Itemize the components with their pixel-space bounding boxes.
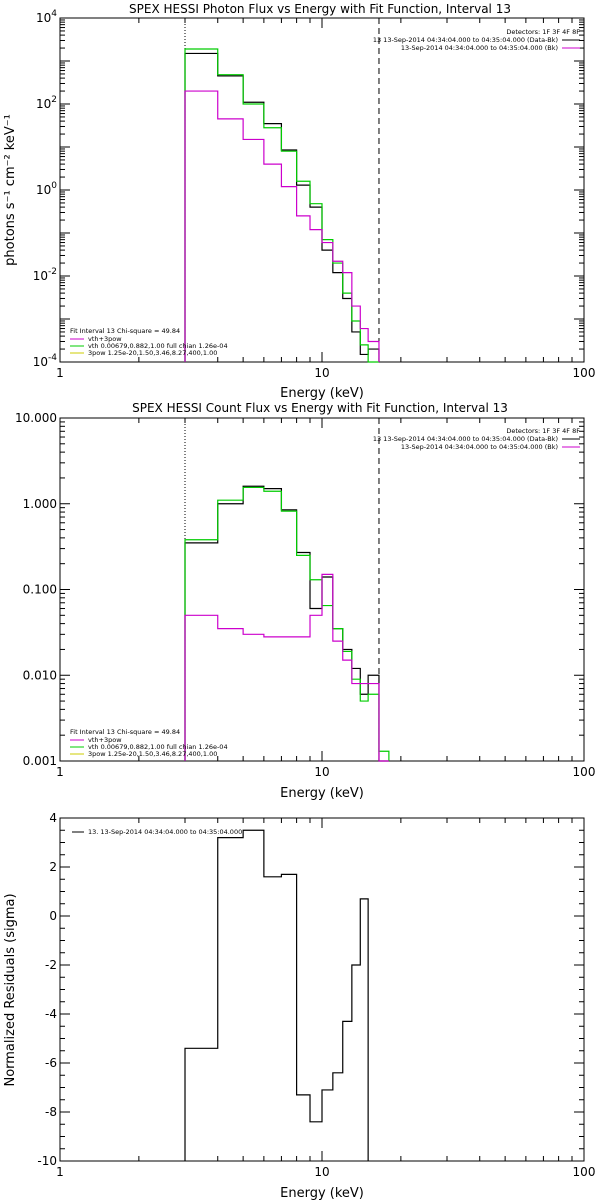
count-legend-entry-bk: 13-Sep-2014 04:34:04.000 to 04:35:04.000… xyxy=(401,443,558,451)
y-tick-label: -4 xyxy=(45,1007,57,1021)
residuals-legend-entry: 13. 13-Sep-2014 04:34:04.000 to 04:35:04… xyxy=(88,828,242,836)
photon-legend-entry-data: 13 13-Sep-2014 04:34:04.000 to 04:35:04.… xyxy=(373,36,558,44)
count-legend-bottomleft: Fit Interval 13 Chi-square = 49.84 vth+3… xyxy=(70,728,228,758)
green-series-line xyxy=(184,48,379,363)
photon-legend-entry-bk: 13-Sep-2014 04:34:04.000 to 04:35:04.000… xyxy=(401,44,558,52)
photon-fit-entry-3pow: 3pow 1.25e-20,1.50,3.46,8.27,400,1.00 xyxy=(88,349,217,357)
photon-legend-header: Detectors: 1F 3F 4F 8F xyxy=(506,28,580,36)
photon-series xyxy=(184,48,380,363)
photon-flux-panel: SPEX HESSI Photon Flux vs Energy with Fi… xyxy=(3,2,595,401)
y-tick-label: 10-4 xyxy=(33,353,58,369)
photon-fit-header: Fit Interval 13 Chi-square = 49.84 xyxy=(70,327,180,335)
x-tick-label: 1 xyxy=(56,765,64,779)
y-tick-label: 2 xyxy=(49,860,57,874)
count-fit-entry-vth: vth 0.00679,0.882,1.00 full chian 1.26e-… xyxy=(88,743,228,751)
y-tick-label: 1.000 xyxy=(23,497,57,511)
residuals-x-axis-label: Energy (keV) xyxy=(280,1186,364,1200)
count-legend-topright: Detectors: 1F 3F 4F 8F 13 13-Sep-2014 04… xyxy=(373,427,580,451)
count-x-axis-label: Energy (keV) xyxy=(280,786,364,801)
magenta-series-line xyxy=(184,90,380,362)
residuals-series xyxy=(184,829,369,1161)
count-fit-header: Fit Interval 13 Chi-square = 49.84 xyxy=(70,728,180,736)
count-flux-panel: SPEX HESSI Count Flux vs Energy with Fit… xyxy=(15,401,595,801)
y-tick-label: -8 xyxy=(45,1105,57,1119)
x-tick-label: 1 xyxy=(56,366,64,380)
y-tick-label: 0 xyxy=(49,909,57,923)
count-fit-entry-3pow: 3pow 1.25e-20,1.50,3.46,8.27,400,1.00 xyxy=(88,750,217,758)
count-panel-title: SPEX HESSI Count Flux vs Energy with Fit… xyxy=(132,401,508,415)
photon-x-axis-label: Energy (keV) xyxy=(280,386,364,401)
y-tick-label: 10-2 xyxy=(33,267,57,283)
x-tick-label: 1 xyxy=(56,1165,64,1179)
magenta-series-line xyxy=(184,573,389,762)
count-fit-entry-total: vth+3pow xyxy=(88,736,122,744)
residuals-y-axis-label: Normalized Residuals (sigma) xyxy=(3,893,18,1086)
photon-legend-topright: Detectors: 1F 3F 4F 8F 13 13-Sep-2014 04… xyxy=(373,28,580,52)
residuals-legend: 13. 13-Sep-2014 04:34:04.000 to 04:35:04… xyxy=(72,828,242,836)
x-tick-label: 100 xyxy=(573,366,596,380)
y-tick-label: -2 xyxy=(45,958,57,972)
residuals-panel: 1 10 100 4 2 0 -2 -4 -6 -8 -10 Energy (keV) Normal… xyxy=(3,811,595,1200)
y-tick-label: -6 xyxy=(45,1056,57,1070)
y-tick-label: 100 xyxy=(36,181,57,197)
y-tick-label: -10 xyxy=(37,1154,57,1168)
x-tick-label: 100 xyxy=(573,765,596,779)
y-tick-label: 102 xyxy=(36,95,57,111)
y-tick-label: 10.000 xyxy=(15,411,57,425)
y-tick-label: 104 xyxy=(36,9,57,25)
residuals-axis-ticks: 1 10 100 4 2 0 -2 -4 -6 -8 -10 xyxy=(37,811,595,1179)
count-series xyxy=(184,485,390,762)
x-tick-label: 10 xyxy=(314,765,329,779)
count-legend-entry-data: 13 13-Sep-2014 04:34:04.000 to 04:35:04.… xyxy=(373,435,558,443)
y-tick-label: 0.010 xyxy=(23,668,57,682)
y-tick-label: 4 xyxy=(49,811,57,825)
count-axis-ticks: 1 10 100 10.000 1.000 0.100 0.010 0.001 xyxy=(15,411,595,779)
y-tick-label: 0.001 xyxy=(23,754,57,768)
photon-fit-entry-vth: vth 0.00679,0.882,1.00 full chian 1.26e-… xyxy=(88,342,228,350)
x-tick-label: 100 xyxy=(573,1165,596,1179)
count-legend-header: Detectors: 1F 3F 4F 8F xyxy=(506,427,580,435)
x-tick-label: 10 xyxy=(314,1165,329,1179)
x-tick-label: 10 xyxy=(314,366,329,380)
photon-axis-ticks: 1 10 100 104 102 100 10-2 10-4 xyxy=(33,9,596,380)
y-tick-label: 0.100 xyxy=(23,583,57,597)
photon-legend-bottomleft: Fit Interval 13 Chi-square = 49.84 vth+3… xyxy=(70,327,228,357)
photon-y-axis-label: photons s⁻¹ cm⁻² keV⁻¹ xyxy=(3,114,18,266)
residuals-series-line xyxy=(184,829,369,1161)
photon-panel-title: SPEX HESSI Photon Flux vs Energy with Fi… xyxy=(129,2,511,16)
photon-fit-entry-total: vth+3pow xyxy=(88,335,122,343)
